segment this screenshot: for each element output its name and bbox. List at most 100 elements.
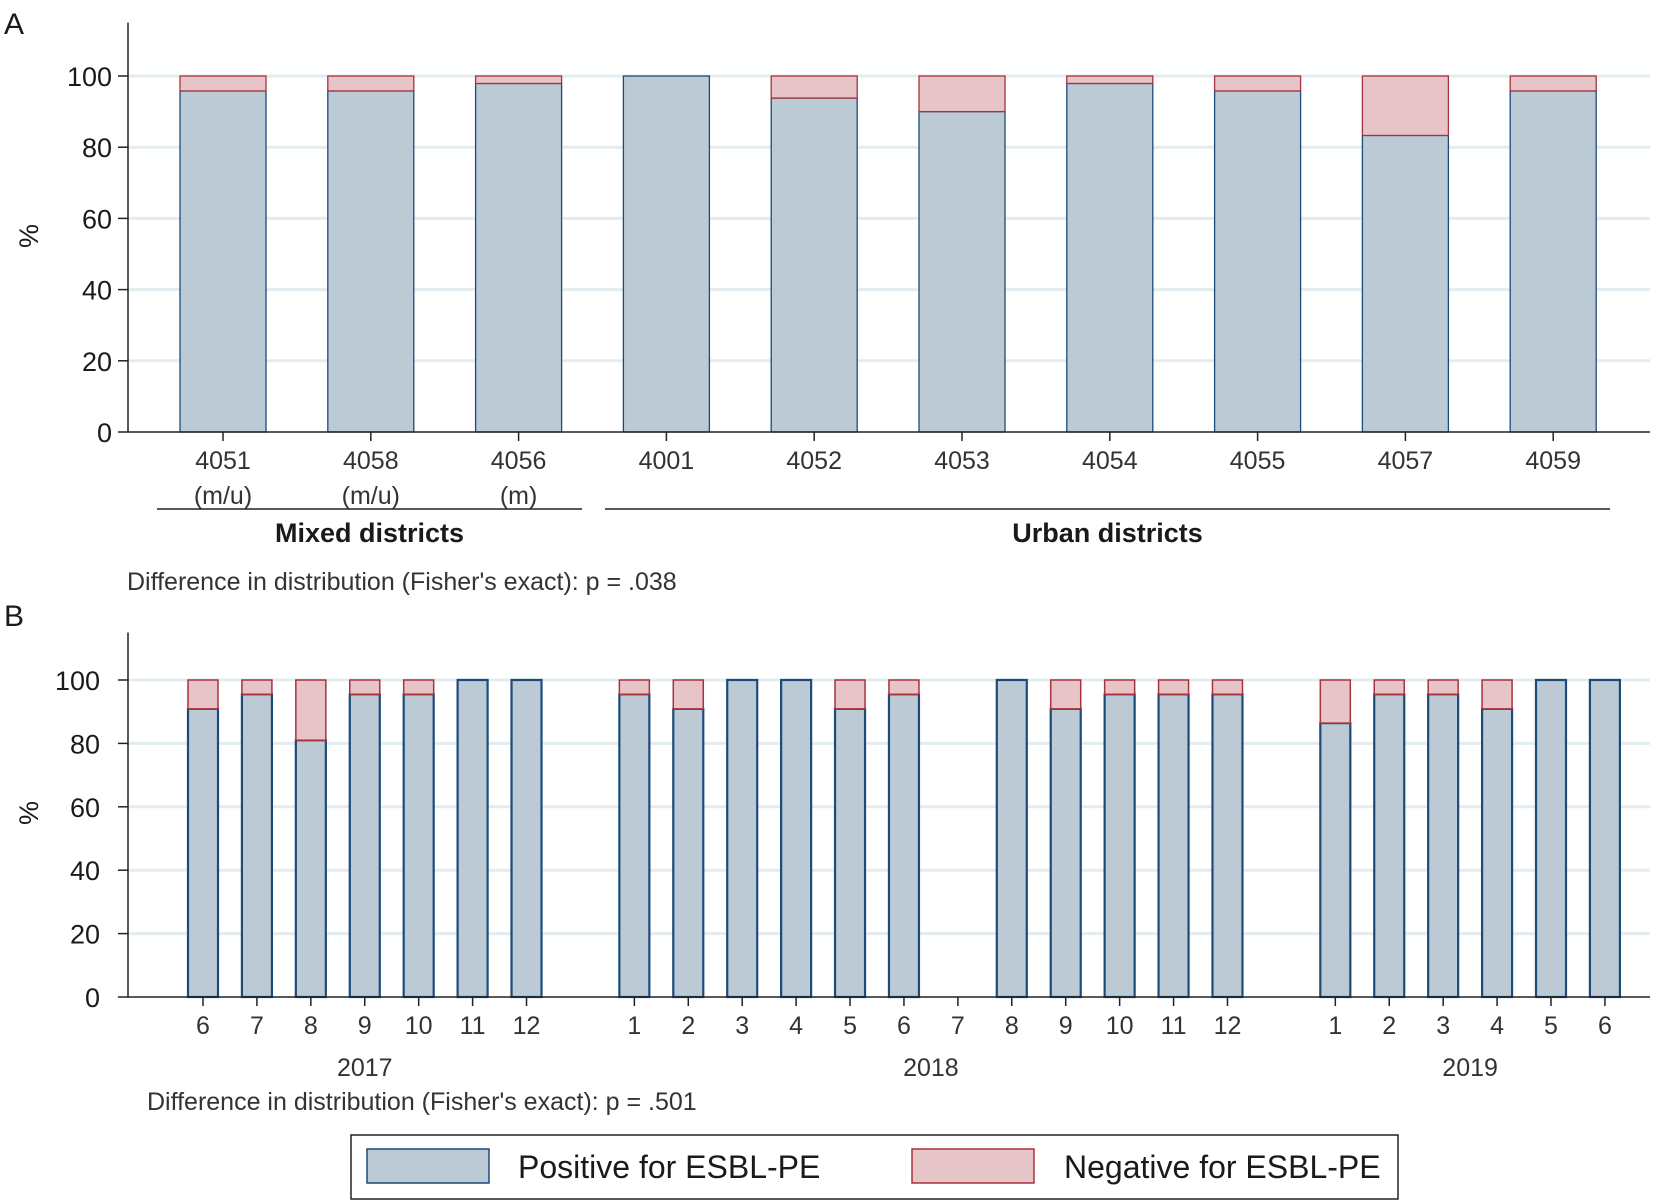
panel-b-bar-negative [1049,679,1082,710]
panel-a-axes: 0 20 40 60 80 100 [67,22,1650,448]
panel-a-bar-positive [770,97,858,433]
panel-b-month-label: 3 [735,1012,749,1040]
panel-b-bar-negative [1319,679,1352,724]
panel-a-bar-positive [474,82,563,433]
panel-b-bar-negative [1373,679,1405,696]
panel-b-month-label: 12 [513,1012,541,1040]
panel-b-bar-positive [402,693,435,999]
panel-b-bar-positive [1103,693,1136,999]
panel-a-category-sublabel: (m/u) [194,482,252,510]
panel-a-ytick-label: 20 [82,347,112,377]
panel-b-bar-positive [1588,678,1622,999]
panel-a-category-label: 4053 [934,447,990,475]
panel-b-month-label: 6 [196,1012,210,1040]
panel-b-month-label: 8 [1005,1012,1019,1040]
panel-b-bar-positive [887,693,921,999]
panel-b-month-label: 3 [1436,1012,1450,1040]
panel-a-note: Difference in distribution (Fisher's exa… [127,568,677,596]
panel-a-bar-positive [1509,90,1597,433]
panel-b-bar-positive [456,678,489,999]
panel-b-bar-positive [186,707,220,999]
panel-b-bar-negative [241,679,273,696]
panel-a-bar-positive [1213,90,1302,433]
panel-b-month-label: 11 [460,1012,486,1040]
panel-b-bar-negative [1103,679,1136,696]
panel-b-bar-positive [348,693,381,999]
panel-b-month-label: 7 [250,1012,264,1040]
panel-b-bar-negative [295,679,327,741]
panel-a-group-label: Urban districts [1012,518,1203,548]
panel-a-bar-negative [1066,75,1154,85]
panel-a-category-label: 4056 [491,447,547,475]
panel-b-xlabels: 6 7 8 9 10 11 12 1 2 3 4 5 6 7 8 9 10 11 12 1 2 3 4 5 6 [196,1012,1612,1040]
panel-b-note: Difference in distribution (Fisher's exa… [147,1088,697,1116]
panel-a-category-label: 4054 [1082,447,1138,475]
legend: Positive for ESBL-PE Negative for ESBL-P… [350,1134,1399,1200]
panel-b-month-label: 2 [681,1012,695,1040]
panel-b-bar-negative [402,679,435,696]
panel-a-category-label: 4001 [639,447,695,475]
panel-b-year-label: 2018 [903,1054,959,1082]
panel-b-bar-positive [726,678,759,999]
panel-a-ytick-label: 40 [82,276,112,306]
panel-b-month-label: 9 [1059,1012,1073,1040]
panel-a-bar-positive [1361,134,1450,433]
panel-b-bar-negative [187,679,219,710]
panel-b-month-label: 8 [304,1012,318,1040]
legend-label-negative: Negative for ESBL-PE [1064,1149,1381,1185]
panel-a-bar-positive [918,110,1006,433]
panel-a-category-label: 4055 [1230,447,1286,475]
panel-b-year-label: 2017 [337,1054,393,1082]
panel-b-ylabel: % [14,801,44,825]
panel-b-label: B [4,600,24,633]
panel-b-bar-negative [1157,679,1190,696]
panel-b-month-label: 1 [1328,1012,1342,1040]
panel-b-ytick-label: 100 [55,666,100,696]
panel-a: A % 0 20 40 60 80 100 4051 (m/u) 4058 (m/u) 4056 (… [4,8,1650,596]
panel-b-month-label: 11 [1161,1012,1187,1040]
panel-a-group-label: Mixed districts [275,518,464,548]
panel-a-category-sublabel: (m/u) [342,482,400,510]
panel-b-month-label: 4 [1490,1012,1504,1040]
panel-b-ytick-label: 20 [70,920,100,950]
panel-a-category-label: 4057 [1378,447,1434,475]
panel-b-month-label: 10 [1106,1012,1134,1040]
panel-a-bar-negative [327,75,415,92]
panel-b-bar-negative [672,679,705,710]
panel-a-ytick-label: 60 [82,204,112,234]
panel-a-category-label: 4052 [786,447,842,475]
panel-b-month-label: 6 [897,1012,911,1040]
panel-b-bar-negative [1427,679,1459,696]
legend-box [350,1134,1399,1200]
panel-b-ytick-label: 0 [85,983,100,1013]
panel-b-month-label: 4 [789,1012,803,1040]
panel-b-bar-positive [1211,693,1244,999]
panel-a-category-label: 4051 [195,447,251,475]
panel-b-bar-positive [780,678,813,999]
panel-a-groups: Mixed districts Urban districts [157,508,1610,548]
panel-b-years: 2017 2018 2019 [337,1054,1498,1082]
panel-a-bar-negative [770,75,858,99]
panel-b-bars [186,678,1622,999]
panel-b-bar-positive [1534,678,1568,999]
panel-b-month-label: 6 [1598,1012,1612,1040]
panel-b-bar-positive [995,678,1028,999]
panel-a-category-label: 4058 [343,447,399,475]
panel-b-month-label: 12 [1214,1012,1242,1040]
panel-b-bar-positive [1049,707,1082,999]
panel-a-category-sublabel: (m) [500,482,537,510]
panel-a-label: A [4,8,24,41]
panel-b-bar-negative [1211,679,1244,696]
panel-a-bars [179,75,1597,433]
panel-b-bar-positive [618,693,651,999]
panel-b-axes: 0 20 40 60 80 100 [55,632,1650,1013]
panel-b-bar-negative [888,679,920,696]
legend-swatch-negative [911,1148,1035,1184]
panel-b-month-label: 5 [1544,1012,1558,1040]
panel-b-month-label: 1 [627,1012,641,1040]
panel-b-bar-positive [1427,693,1460,999]
panel-b-bar-positive [1319,722,1352,999]
panel-a-bar-positive [327,90,415,433]
